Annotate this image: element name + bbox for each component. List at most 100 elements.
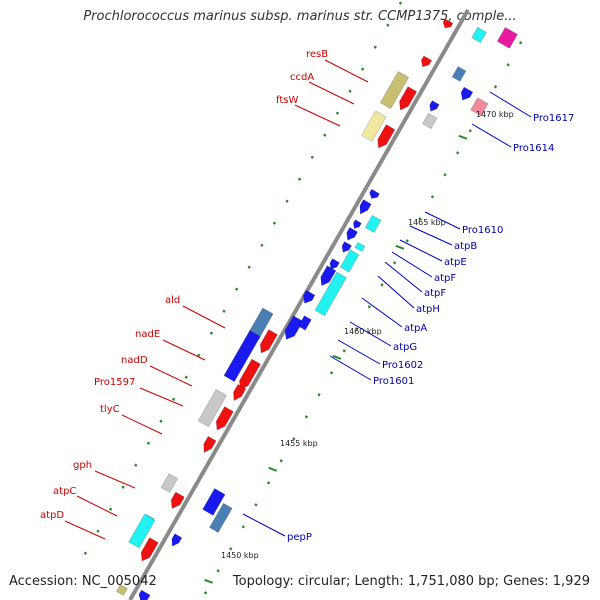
gene-feature-23	[284, 315, 304, 340]
gene-label-atpC[interactable]: atpC	[53, 486, 76, 497]
leader-right-11	[337, 339, 381, 365]
gene-label-ccdA[interactable]: ccdA	[290, 72, 314, 83]
tick-dash	[386, 23, 390, 27]
map-title: Prochlorococcus marinus subsp. marinus s…	[83, 9, 517, 24]
gene-label-atpD[interactable]: atpD	[40, 510, 64, 521]
gene-label-Pro1601[interactable]: Pro1601	[373, 376, 414, 387]
tick-dash	[285, 199, 289, 203]
gene-feature-24	[297, 315, 312, 331]
tick-dash	[203, 591, 208, 595]
gene-label-atpF-2[interactable]: atpF	[424, 288, 446, 299]
leader-left-2	[308, 81, 355, 105]
gene-label-ftsW[interactable]: ftsW	[276, 95, 298, 106]
tick-dash	[96, 529, 100, 533]
tick-dash	[171, 397, 176, 401]
tick-dash	[292, 437, 296, 441]
leader-left-7	[139, 387, 184, 407]
gene-label-Pro1602[interactable]: Pro1602	[382, 360, 423, 371]
gene-feature-44	[138, 589, 151, 600]
gene-label-nadD[interactable]: nadD	[121, 355, 148, 366]
tick-dash	[335, 111, 340, 115]
gene-feature-43	[496, 27, 518, 49]
tick-dash	[134, 463, 138, 467]
tick-dash	[468, 129, 472, 133]
gene-label-atpH[interactable]: atpH	[416, 304, 440, 315]
gene-feature-15	[346, 227, 358, 241]
leader-right-2	[471, 123, 512, 148]
gene-label-atpG[interactable]: atpG	[393, 342, 417, 353]
gene-feature-33	[202, 488, 226, 516]
gene-feature-42	[442, 18, 454, 29]
tick-dash	[317, 393, 321, 397]
leader-left-5	[162, 339, 206, 361]
leader-right-12	[329, 355, 372, 381]
tick-dash	[159, 419, 163, 423]
tick-dash	[254, 503, 258, 507]
gene-feature-18	[339, 249, 360, 273]
tick-dash	[418, 217, 422, 221]
gene-label-ald[interactable]: ald	[165, 295, 180, 306]
gene-feature-21	[314, 271, 347, 317]
tick-dash	[405, 239, 409, 243]
gene-feature-4	[470, 97, 489, 117]
leader-right-10	[349, 321, 392, 347]
tick-dash	[266, 481, 271, 485]
tick-dash	[297, 177, 302, 181]
tick-dash	[348, 89, 352, 93]
gene-feature-29	[233, 383, 247, 401]
gene-feature-3	[460, 86, 474, 101]
gene-label-gph[interactable]: gph	[73, 460, 92, 471]
tick-dash	[216, 569, 220, 573]
tick-label-1450: 1450 kbp	[221, 551, 259, 560]
leader-right-6	[391, 251, 433, 278]
leader-left-9	[94, 470, 136, 489]
tick-dash	[241, 525, 246, 529]
tick-label-1465: 1465 kbp	[408, 218, 446, 227]
gene-label-tlyC[interactable]: tlyC	[100, 404, 120, 415]
gene-label-atpF-1[interactable]: atpF	[434, 273, 456, 284]
gene-feature-16	[354, 241, 366, 252]
leader-left-10	[76, 495, 118, 517]
gene-label-atpB[interactable]: atpB	[454, 241, 477, 252]
tick-dash	[83, 551, 88, 555]
gene-feature-27	[223, 330, 261, 383]
tick-1450	[204, 578, 213, 584]
gene-feature-20	[320, 265, 337, 287]
gene-features	[116, 18, 518, 600]
gene-feature-41	[471, 26, 487, 44]
tick-dash	[108, 507, 113, 511]
gene-label-Pro1597[interactable]: Pro1597	[94, 377, 135, 388]
gene-label-nadE[interactable]: nadE	[135, 329, 160, 340]
gene-label-Pro1610[interactable]: Pro1610	[462, 225, 503, 236]
gene-feature-10	[377, 124, 396, 149]
tick-dash	[329, 371, 334, 375]
tick-dash	[260, 243, 264, 247]
gene-feature-40	[140, 537, 159, 562]
tick-label-1470: 1470 kbp	[476, 110, 514, 119]
tick-dash	[506, 63, 510, 67]
gene-label-Pro1617[interactable]: Pro1617	[533, 113, 574, 124]
gene-feature-12	[359, 199, 372, 215]
gene-feature-26	[259, 329, 278, 354]
tick-dash	[121, 485, 125, 489]
tick-dash	[355, 327, 359, 331]
gene-feature-17	[341, 241, 352, 253]
gene-feature-11	[369, 188, 380, 199]
leader-right-3	[424, 211, 461, 230]
tick-dash	[229, 547, 233, 551]
tick-label-1455: 1455 kbp	[280, 439, 318, 448]
tick-dash	[430, 195, 435, 199]
tick-dash	[222, 309, 226, 313]
leader-left-8	[121, 414, 163, 435]
leader-right-9	[361, 297, 403, 328]
tick-1465	[395, 244, 405, 250]
accession-text: Accession: NC_005042	[9, 574, 157, 589]
tick-dash	[367, 305, 372, 309]
gene-label-pepP[interactable]: pepP	[287, 532, 312, 543]
gene-label-resB[interactable]: resB	[306, 49, 328, 60]
tick-dash	[443, 173, 447, 177]
gene-label-atpE[interactable]: atpE	[444, 257, 467, 268]
gene-label-atpA[interactable]: atpA	[404, 323, 427, 334]
gene-label-Pro1614[interactable]: Pro1614	[513, 143, 554, 154]
